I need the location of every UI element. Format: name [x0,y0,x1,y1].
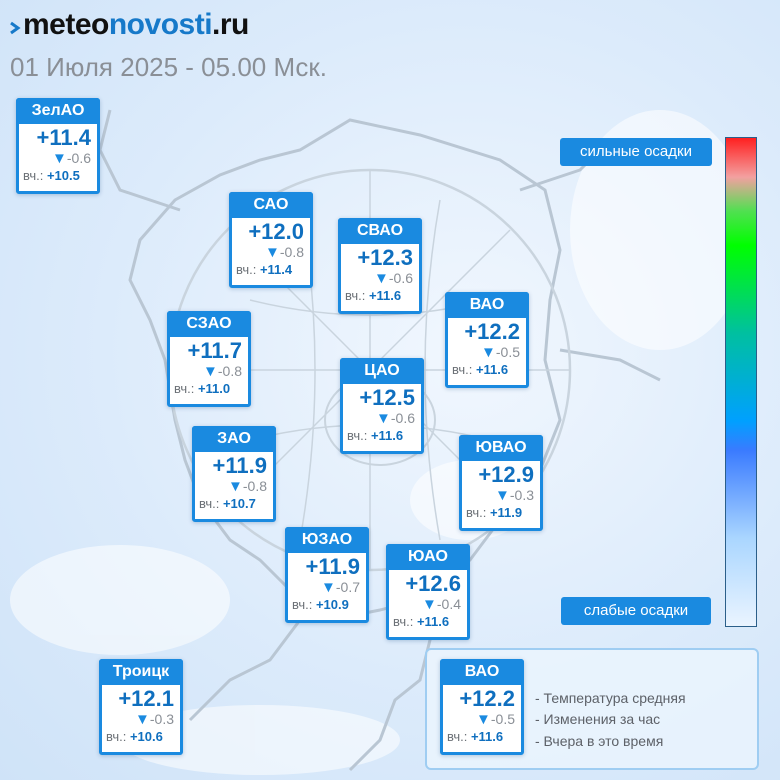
legend-change-label: - Изменения за час [535,711,661,727]
district-change: ▼-0.7 [321,579,360,596]
down-arrow-icon: ▼ [52,150,67,167]
district-yesterday: вч.: +11.6 [393,614,450,629]
district-temp: +12.3 [357,245,413,270]
district-yesterday: вч.: +11.9 [466,505,523,520]
district-change: ▼-0.3 [135,711,174,728]
down-arrow-icon: ▼ [495,487,510,504]
district-temp: +12.2 [464,319,520,344]
district-card-vao: ВАО +12.2 ▼-0.5 вч.: +11.6 [445,292,529,388]
district-card-troitsk: Троицк +12.1 ▼-0.3 вч.: +10.6 [99,659,183,755]
logo-text-domain: .ru [212,8,249,41]
district-change: ▼-0.8 [265,244,304,261]
district-yesterday: вч.: +10.6 [106,729,163,744]
scale-label-heavy: сильные осадки [560,138,712,166]
district-name: СЗАО [167,311,251,337]
down-arrow-icon: ▼ [422,596,437,613]
down-arrow-icon: ▼ [203,363,218,380]
down-arrow-icon: ▼ [135,711,150,728]
district-card-zelao: ЗелАО +11.4 ▼-0.6 вч.: +10.5 [16,98,100,194]
district-temp: +11.7 [187,338,242,363]
district-card-svao: СВАО +12.3 ▼-0.6 вч.: +11.6 [338,218,422,314]
down-arrow-icon: ▼ [374,270,389,287]
page-date: 01 Июля 2025 - 05.00 Мск. [10,52,328,82]
district-card-szao: СЗАО +11.7 ▼-0.8 вч.: +11.0 [167,311,251,407]
district-name: САО [229,192,313,218]
district-temp: +12.6 [405,571,461,596]
district-name: ЗелАО [16,98,100,124]
district-card-sao: САО +12.0 ▼-0.8 вч.: +11.4 [229,192,313,288]
district-name: ЦАО [340,358,424,384]
district-name: ЮВАО [459,435,543,461]
district-yesterday: вч.: +11.6 [452,362,509,377]
district-temp: +11.4 [36,125,91,150]
precipitation-color-scale [725,137,757,627]
district-yesterday: вч.: +11.0 [174,381,231,396]
district-card-yuvao: ЮВАО +12.9 ▼-0.3 вч.: +11.9 [459,435,543,531]
district-name: Троицк [99,659,183,685]
down-arrow-icon: ▼ [265,244,280,261]
district-yesterday: вч.: +11.6 [347,428,404,443]
district-temp: +12.2 [459,686,515,711]
district-change: ▼-0.6 [52,150,91,167]
district-card-cao: ЦАО +12.5 ▼-0.6 вч.: +11.6 [340,358,424,454]
district-yesterday: вч.: +11.4 [236,262,293,277]
logo-text-meteo: meteo [23,8,109,41]
district-change: ▼-0.6 [374,270,413,287]
district-change: ▼-0.4 [422,596,461,613]
district-change: ▼-0.8 [228,478,267,495]
scale-label-light: слабые осадки [561,597,711,625]
district-change: ▼-0.6 [376,410,415,427]
district-name: ЮЗАО [285,527,369,553]
district-card-yuao: ЮАО +12.6 ▼-0.4 вч.: +11.6 [386,544,470,640]
legend-sample-card: ВАО +12.2 ▼-0.5 вч.: +11.6 [440,659,524,755]
district-temp: +12.9 [478,462,534,487]
legend-yesterday-label: - Вчера в это время [535,733,664,749]
site-logo[interactable]: meteonovosti.ru [10,8,249,42]
down-arrow-icon: ▼ [481,344,496,361]
logo-chevron-icon [10,21,21,35]
district-temp: +12.0 [248,219,304,244]
district-temp: +11.9 [305,554,360,579]
district-yesterday: вч.: +10.9 [292,597,349,612]
down-arrow-icon: ▼ [228,478,243,495]
logo-text-novosti: novosti [108,8,213,41]
district-yesterday: вч.: +11.6 [345,288,402,303]
district-name: ВАО [445,292,529,318]
district-yesterday: вч.: +10.7 [199,496,256,511]
district-change: ▼-0.8 [203,363,242,380]
district-name: СВАО [338,218,422,244]
down-arrow-icon: ▼ [376,410,391,427]
district-card-yuzao: ЮЗАО +11.9 ▼-0.7 вч.: +10.9 [285,527,369,623]
district-card-zao: ЗАО +11.9 ▼-0.8 вч.: +10.7 [192,426,276,522]
district-temp: +11.9 [212,453,267,478]
district-temp: +12.5 [359,385,415,410]
down-arrow-icon: ▼ [476,711,491,728]
district-change: ▼-0.5 [481,344,520,361]
district-name: ЗАО [192,426,276,452]
district-change: ▼-0.5 [476,711,515,728]
legend-temp-label: - Температура средняя [535,690,686,706]
district-name: ЮАО [386,544,470,570]
district-change: ▼-0.3 [495,487,534,504]
district-yesterday: вч.: +10.5 [23,168,80,183]
down-arrow-icon: ▼ [321,579,336,596]
district-yesterday: вч.: +11.6 [447,729,504,744]
district-temp: +12.1 [118,686,174,711]
district-name: ВАО [440,659,524,685]
